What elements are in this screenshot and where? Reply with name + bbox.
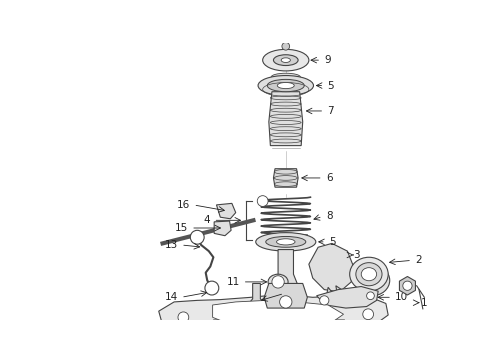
Polygon shape <box>264 283 307 308</box>
Text: 7: 7 <box>327 106 334 116</box>
Circle shape <box>309 323 319 333</box>
Polygon shape <box>159 294 388 338</box>
Text: 12: 12 <box>287 288 300 298</box>
Circle shape <box>178 312 189 323</box>
Text: 4: 4 <box>204 215 210 225</box>
Text: 16: 16 <box>177 200 190 210</box>
Circle shape <box>403 281 412 291</box>
Circle shape <box>282 42 290 50</box>
Ellipse shape <box>268 274 288 289</box>
Text: 14: 14 <box>165 292 178 302</box>
Circle shape <box>363 309 373 320</box>
Text: 9: 9 <box>324 55 331 65</box>
Ellipse shape <box>256 233 316 251</box>
Text: 11: 11 <box>226 277 240 287</box>
Ellipse shape <box>273 55 298 66</box>
Text: 15: 15 <box>175 223 188 233</box>
Ellipse shape <box>271 73 300 81</box>
Text: 8: 8 <box>326 211 332 221</box>
Ellipse shape <box>268 80 304 92</box>
Text: 6: 6 <box>326 173 332 183</box>
Circle shape <box>190 230 204 244</box>
Text: 13: 13 <box>165 240 178 250</box>
Circle shape <box>205 281 219 295</box>
Ellipse shape <box>266 237 306 247</box>
Polygon shape <box>217 203 236 219</box>
Ellipse shape <box>263 49 309 71</box>
Ellipse shape <box>356 263 382 286</box>
Polygon shape <box>213 300 343 330</box>
Polygon shape <box>336 286 347 301</box>
Circle shape <box>257 195 268 206</box>
Ellipse shape <box>276 239 295 245</box>
Polygon shape <box>273 169 298 187</box>
Ellipse shape <box>354 265 390 296</box>
Polygon shape <box>309 243 354 292</box>
Polygon shape <box>249 283 264 308</box>
Polygon shape <box>214 221 231 236</box>
Polygon shape <box>317 287 378 308</box>
Ellipse shape <box>361 267 377 281</box>
Text: 1: 1 <box>421 298 428 308</box>
Text: 5: 5 <box>329 237 336 247</box>
Text: 2: 2 <box>415 255 422 265</box>
Circle shape <box>247 324 258 335</box>
Polygon shape <box>269 92 303 145</box>
Circle shape <box>367 292 374 300</box>
Ellipse shape <box>350 257 388 291</box>
Circle shape <box>319 296 329 305</box>
Text: 3: 3 <box>354 250 360 260</box>
Text: 10: 10 <box>395 292 408 302</box>
Circle shape <box>272 276 284 288</box>
Polygon shape <box>326 287 336 305</box>
Ellipse shape <box>258 76 314 95</box>
Polygon shape <box>272 249 300 289</box>
Ellipse shape <box>281 58 291 62</box>
Text: 5: 5 <box>327 81 334 91</box>
Circle shape <box>280 296 292 308</box>
Circle shape <box>275 327 286 338</box>
Ellipse shape <box>277 82 294 89</box>
Polygon shape <box>399 276 416 295</box>
